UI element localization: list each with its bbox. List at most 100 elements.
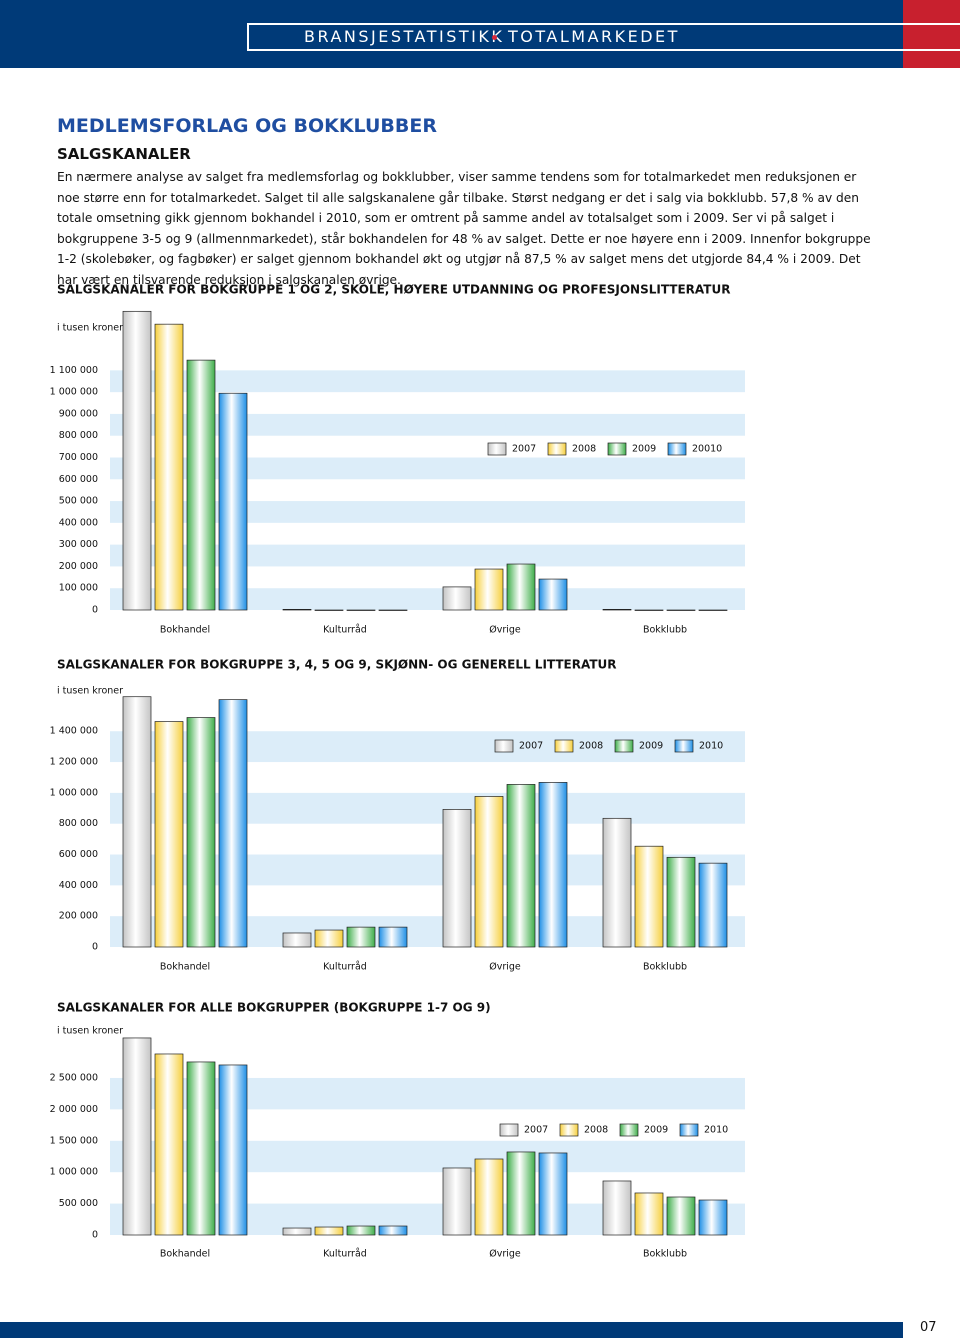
bar (634, 609, 664, 611)
legend-swatch (667, 442, 687, 456)
bar (122, 310, 152, 611)
legend-swatch (487, 442, 507, 456)
chart-title: SALGSKANALER FOR BOKGRUPPE 3, 4, 5 OG 9,… (57, 658, 617, 672)
page-number: 07 (920, 1320, 937, 1335)
body-text: En nærmere analyse av salget fra medlems… (57, 170, 871, 287)
legend-label: 2008 (572, 444, 596, 455)
y-tick-label: 200 000 (59, 561, 98, 572)
bar (698, 609, 728, 611)
y-tick-label: 1 500 000 (50, 1135, 98, 1146)
bar (282, 608, 312, 611)
bar (218, 699, 248, 948)
bar (282, 932, 312, 948)
y-tick-label: 1 000 000 (50, 1167, 98, 1178)
chart-title: SALGSKANALER FOR BOKGRUPPE 1 OG 2, SKOLE… (57, 283, 730, 297)
y-axis-label: i tusen kroner (57, 1026, 123, 1037)
y-tick-label: 800 000 (59, 818, 98, 829)
grid-band (110, 501, 745, 523)
y-tick-label: 300 000 (59, 539, 98, 550)
bar (538, 578, 568, 611)
grid-band (110, 731, 745, 763)
footer-bar (0, 1322, 960, 1338)
y-tick-label: 2 000 000 (50, 1104, 98, 1115)
legend-label: 2007 (519, 741, 543, 752)
y-tick-label: 900 000 (59, 408, 98, 419)
y-tick-label: 100 000 (59, 583, 98, 594)
bar (506, 563, 536, 611)
bar (154, 721, 184, 948)
bar (122, 696, 152, 948)
bar (314, 929, 344, 948)
bar (314, 609, 344, 611)
chart-title: SALGSKANALER FOR ALLE BOKGRUPPER (BOKGRU… (57, 1001, 491, 1015)
header-bullet (492, 35, 497, 40)
bar (602, 817, 632, 948)
x-tick-label: Øvrige (489, 1249, 521, 1260)
y-tick-label: 1 000 000 (50, 387, 98, 398)
bar (666, 609, 696, 611)
grid-band (110, 1077, 745, 1110)
x-tick-label: Øvrige (489, 962, 521, 973)
y-tick-label: 200 000 (59, 911, 98, 922)
header-right: TOTALMARKEDET (508, 27, 680, 46)
legend-swatch (499, 1123, 519, 1137)
bar (698, 862, 728, 948)
bar (154, 1053, 184, 1236)
y-tick-label: 1 000 000 (50, 787, 98, 798)
legend-label: 20010 (692, 444, 722, 455)
y-tick-label: 600 000 (59, 849, 98, 860)
bar (506, 1151, 536, 1236)
bar (282, 1227, 312, 1236)
header-accent (903, 0, 960, 68)
y-tick-label: 0 (92, 605, 98, 616)
x-tick-label: Bokhandel (160, 1249, 210, 1260)
bar (378, 609, 408, 611)
bar (442, 586, 472, 611)
bar (602, 608, 632, 611)
header-frame (247, 23, 960, 51)
bar (186, 717, 216, 948)
grid-band (110, 1140, 745, 1173)
y-tick-label: 400 000 (59, 880, 98, 891)
legend-swatch (619, 1123, 639, 1137)
grid-band (110, 792, 745, 824)
x-tick-label: Bokklubb (643, 625, 687, 636)
bar (378, 1225, 408, 1236)
y-tick-label: 0 (92, 1230, 98, 1241)
x-tick-label: Bokhandel (160, 625, 210, 636)
legend-swatch (494, 739, 514, 753)
legend-label: 2008 (579, 741, 603, 752)
bar (474, 568, 504, 611)
bar (346, 609, 376, 611)
bar (122, 1037, 152, 1236)
bar (314, 1226, 344, 1236)
bar (506, 784, 536, 948)
legend-swatch (614, 739, 634, 753)
legend-swatch (559, 1123, 579, 1137)
legend-label: 2007 (512, 444, 536, 455)
bar (666, 1196, 696, 1236)
y-tick-label: 1 200 000 (50, 757, 98, 768)
legend-label: 2009 (644, 1125, 668, 1136)
header-bar (0, 0, 903, 68)
legend-swatch (679, 1123, 699, 1137)
legend-label: 2009 (632, 444, 656, 455)
bar (346, 926, 376, 948)
bar (666, 856, 696, 948)
y-tick-label: 1 100 000 (50, 365, 98, 376)
legend-label: 2009 (639, 741, 663, 752)
bar (346, 1225, 376, 1236)
y-tick-label: 1 400 000 (50, 726, 98, 737)
legend-swatch (674, 739, 694, 753)
bar (474, 1158, 504, 1236)
bar (538, 1152, 568, 1236)
legend-swatch (554, 739, 574, 753)
y-tick-label: 600 000 (59, 474, 98, 485)
bar (698, 1199, 728, 1236)
grid-band (110, 413, 745, 436)
grid-band (110, 544, 745, 567)
bar (186, 1061, 216, 1236)
page-title: MEDLEMSFORLAG OG BOKKLUBBER (57, 115, 437, 137)
legend-label: 2007 (524, 1125, 548, 1136)
